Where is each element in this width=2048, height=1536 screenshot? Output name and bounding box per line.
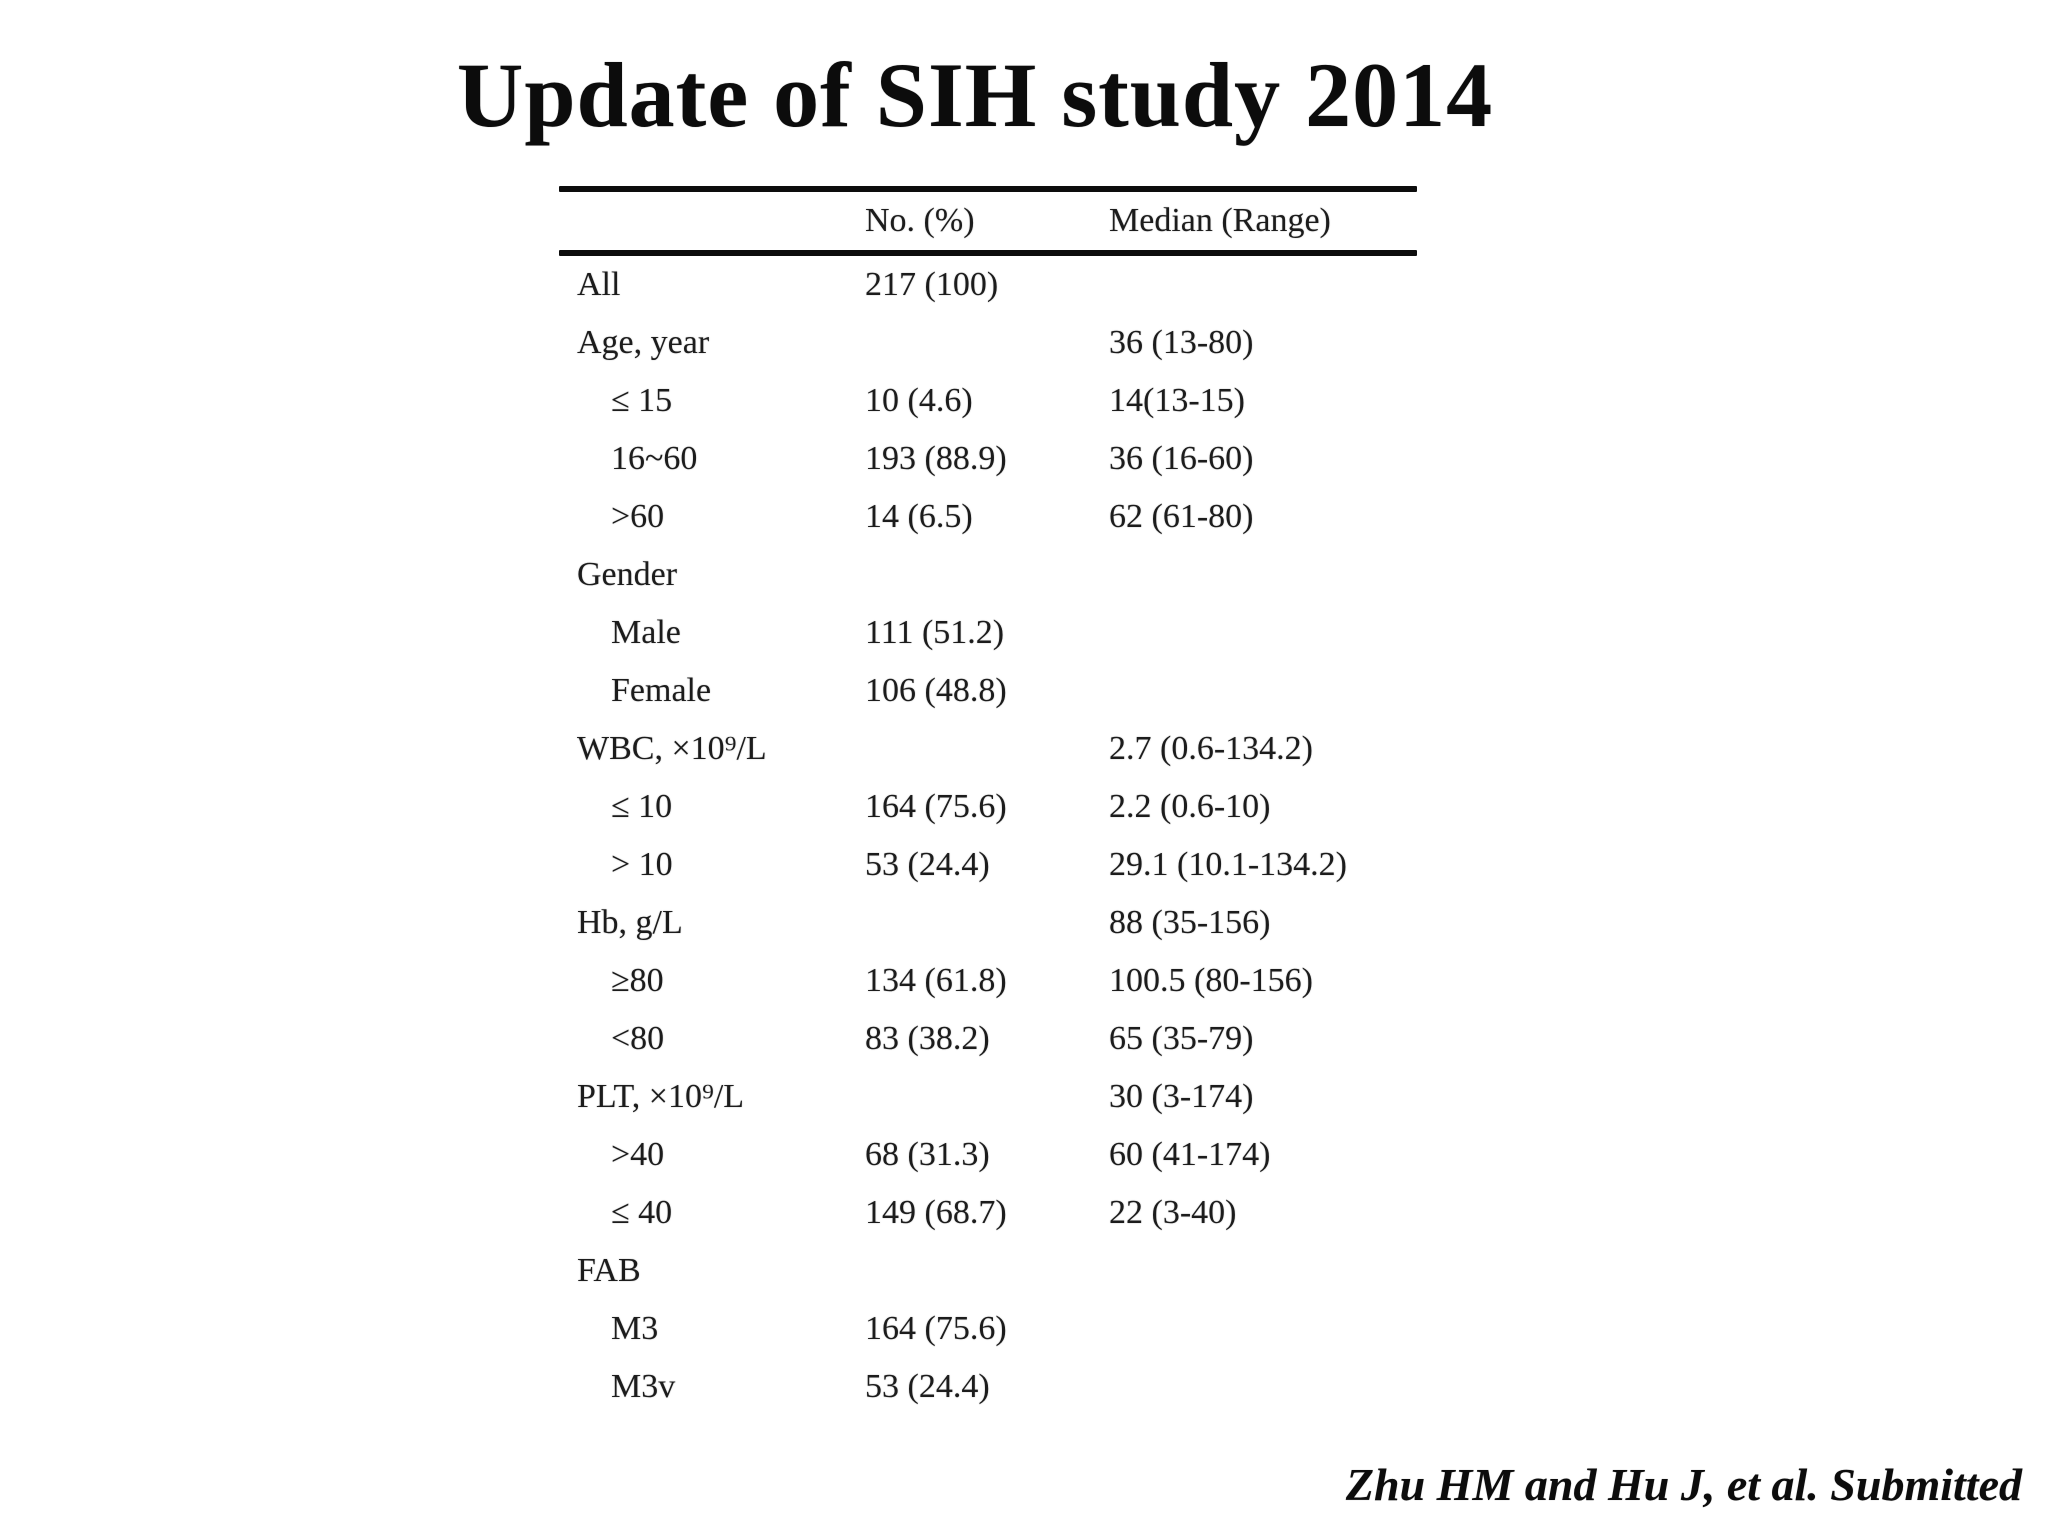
row-label: 16~60 xyxy=(611,440,698,477)
row-label: ≤ 15 xyxy=(611,382,673,419)
row-no-value: 111 (51.2) xyxy=(865,614,1005,651)
table-row: Hb, g/L 88 (35-156) xyxy=(559,894,1417,952)
row-no-value: 217 (100) xyxy=(865,266,999,303)
row-label: >60 xyxy=(611,498,665,535)
table-row: M3v 53 (24.4) xyxy=(559,1358,1417,1416)
table-row: Male 111 (51.2) xyxy=(559,604,1417,662)
row-no-value: 149 (68.7) xyxy=(865,1194,1007,1231)
row-median-value: 29.1 (10.1-134.2) xyxy=(1109,846,1347,883)
table-row: ≤ 40 149 (68.7) 22 (3-40) xyxy=(559,1184,1417,1242)
row-no-value: 10 (4.6) xyxy=(865,382,973,419)
row-label: Age, year xyxy=(577,324,710,361)
table-row: FAB xyxy=(559,1242,1417,1300)
row-label: WBC, ×10⁹/L xyxy=(577,730,767,767)
row-label: FAB xyxy=(577,1252,641,1289)
table-row: 16~60 193 (88.9) 36 (16-60) xyxy=(559,430,1417,488)
table-row: Female 106 (48.8) xyxy=(559,662,1417,720)
table-row: All 217 (100) xyxy=(559,256,1417,314)
row-median-value: 14(13-15) xyxy=(1109,382,1245,419)
row-no-value: 164 (75.6) xyxy=(865,788,1007,825)
row-label: > 10 xyxy=(611,846,673,883)
row-no-value: 53 (24.4) xyxy=(865,846,990,883)
row-label: M3v xyxy=(611,1368,676,1405)
row-label: ≥80 xyxy=(611,962,664,999)
table-row: ≤ 15 10 (4.6) 14(13-15) xyxy=(559,372,1417,430)
row-median-value: 100.5 (80-156) xyxy=(1109,962,1313,999)
row-no-value: 14 (6.5) xyxy=(865,498,973,535)
row-label: <80 xyxy=(611,1020,665,1057)
table-row: WBC, ×10⁹/L 2.7 (0.6-134.2) xyxy=(559,720,1417,778)
row-median-value: 65 (35-79) xyxy=(1109,1020,1254,1057)
row-label: >40 xyxy=(611,1136,665,1173)
table-row: Gender xyxy=(559,546,1417,604)
table-row: >40 68 (31.3) 60 (41-174) xyxy=(559,1126,1417,1184)
row-no-value: 106 (48.8) xyxy=(865,672,1007,709)
row-label: Gender xyxy=(577,556,678,593)
table-row: <80 83 (38.2) 65 (35-79) xyxy=(559,1010,1417,1068)
row-median-value: 2.7 (0.6-134.2) xyxy=(1109,730,1313,767)
row-label: PLT, ×10⁹/L xyxy=(577,1078,745,1115)
column-header-no-pct: No. (%) xyxy=(865,202,975,239)
table-body: All 217 (100) Age, year 36 (13-80) ≤ 15 … xyxy=(559,256,1417,1416)
table-header-row: No. (%) Median (Range) xyxy=(559,192,1417,250)
column-header-median-range: Median (Range) xyxy=(1109,202,1331,239)
row-median-value: 30 (3-174) xyxy=(1109,1078,1254,1115)
row-no-value: 68 (31.3) xyxy=(865,1136,990,1173)
row-no-value: 53 (24.4) xyxy=(865,1368,990,1405)
row-no-value: 134 (61.8) xyxy=(865,962,1007,999)
table-header-rule xyxy=(559,250,1417,256)
row-median-value: 36 (16-60) xyxy=(1109,440,1254,477)
table-row: ≤ 10 164 (75.6) 2.2 (0.6-10) xyxy=(559,778,1417,836)
row-label: ≤ 10 xyxy=(611,788,673,825)
row-no-value: 164 (75.6) xyxy=(865,1310,1007,1347)
row-median-value: 60 (41-174) xyxy=(1109,1136,1271,1173)
row-median-value: 22 (3-40) xyxy=(1109,1194,1237,1231)
row-label: Male xyxy=(611,614,681,651)
table-row: ≥80 134 (61.8) 100.5 (80-156) xyxy=(559,952,1417,1010)
study-table: No. (%) Median (Range) All 217 (100) Age… xyxy=(559,186,1417,1416)
table-row: Age, year 36 (13-80) xyxy=(559,314,1417,372)
table-row: >60 14 (6.5) 62 (61-80) xyxy=(559,488,1417,546)
row-no-value: 193 (88.9) xyxy=(865,440,1007,477)
row-median-value: 62 (61-80) xyxy=(1109,498,1254,535)
row-label: M3 xyxy=(611,1310,659,1347)
attribution-footer: Zhu HM and Hu J, et al. Submitted xyxy=(1345,1459,2022,1510)
row-no-value: 83 (38.2) xyxy=(865,1020,990,1057)
row-label: ≤ 40 xyxy=(611,1194,673,1231)
table-row: > 10 53 (24.4) 29.1 (10.1-134.2) xyxy=(559,836,1417,894)
row-label: Female xyxy=(611,672,712,709)
slide-title: Update of SIH study 2014 xyxy=(456,44,1494,146)
row-median-value: 2.2 (0.6-10) xyxy=(1109,788,1271,825)
row-median-value: 88 (35-156) xyxy=(1109,904,1271,941)
table-row: PLT, ×10⁹/L 30 (3-174) xyxy=(559,1068,1417,1126)
row-label: Hb, g/L xyxy=(577,904,683,941)
table-top-rule xyxy=(559,186,1417,192)
row-median-value: 36 (13-80) xyxy=(1109,324,1254,361)
table-row: M3 164 (75.6) xyxy=(559,1300,1417,1358)
row-label: All xyxy=(577,266,621,303)
